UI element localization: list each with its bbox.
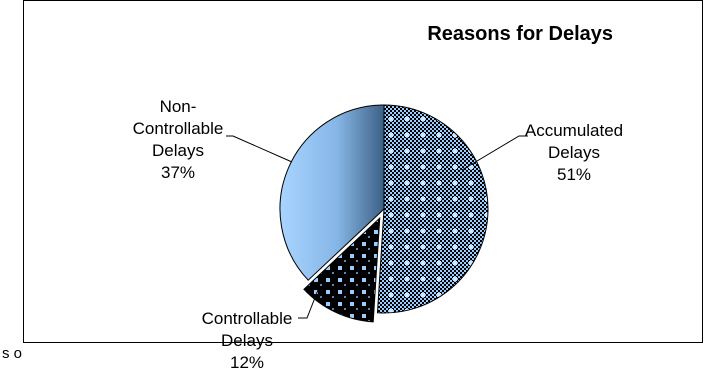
slice-percent-2: 37% — [161, 163, 195, 182]
leader-lines — [226, 135, 528, 319]
leader-line-0 — [461, 135, 528, 171]
slice-label-1: Controllable Delays 12% — [202, 309, 293, 372]
leader-line-2 — [226, 135, 293, 163]
clipped-text: s o — [1, 345, 22, 362]
slice-percent-0: 51% — [557, 165, 591, 184]
slice-name-line-2-1: Controllable — [133, 119, 224, 138]
slice-name-line-1-0: Controllable — [202, 309, 293, 328]
pie-slice-2 — [279, 104, 385, 281]
slice-name-line-2-2: Delays — [152, 141, 204, 160]
slice-name-line-2-0: Non- — [160, 97, 197, 116]
slice-percent-1: 12% — [230, 353, 264, 372]
leader-line-1 — [298, 289, 319, 319]
pie-slice-0 — [376, 104, 489, 314]
pie-slice-1 — [303, 216, 381, 323]
slice-name-line-0-1: Delays — [548, 143, 600, 162]
slice-label-0: Accumulated Delays 51% — [525, 121, 623, 184]
slice-name-line-0-0: Accumulated — [525, 121, 623, 140]
chart-title: Reasons for Delays — [427, 23, 613, 45]
slice-label-2: Non- Controllable Delays 37% — [133, 97, 224, 182]
pie-slices — [279, 104, 489, 323]
slice-labels: Accumulated Delays 51% Controllable Delays 12… — [133, 97, 624, 372]
slice-name-line-1-1: Delays — [221, 331, 273, 350]
